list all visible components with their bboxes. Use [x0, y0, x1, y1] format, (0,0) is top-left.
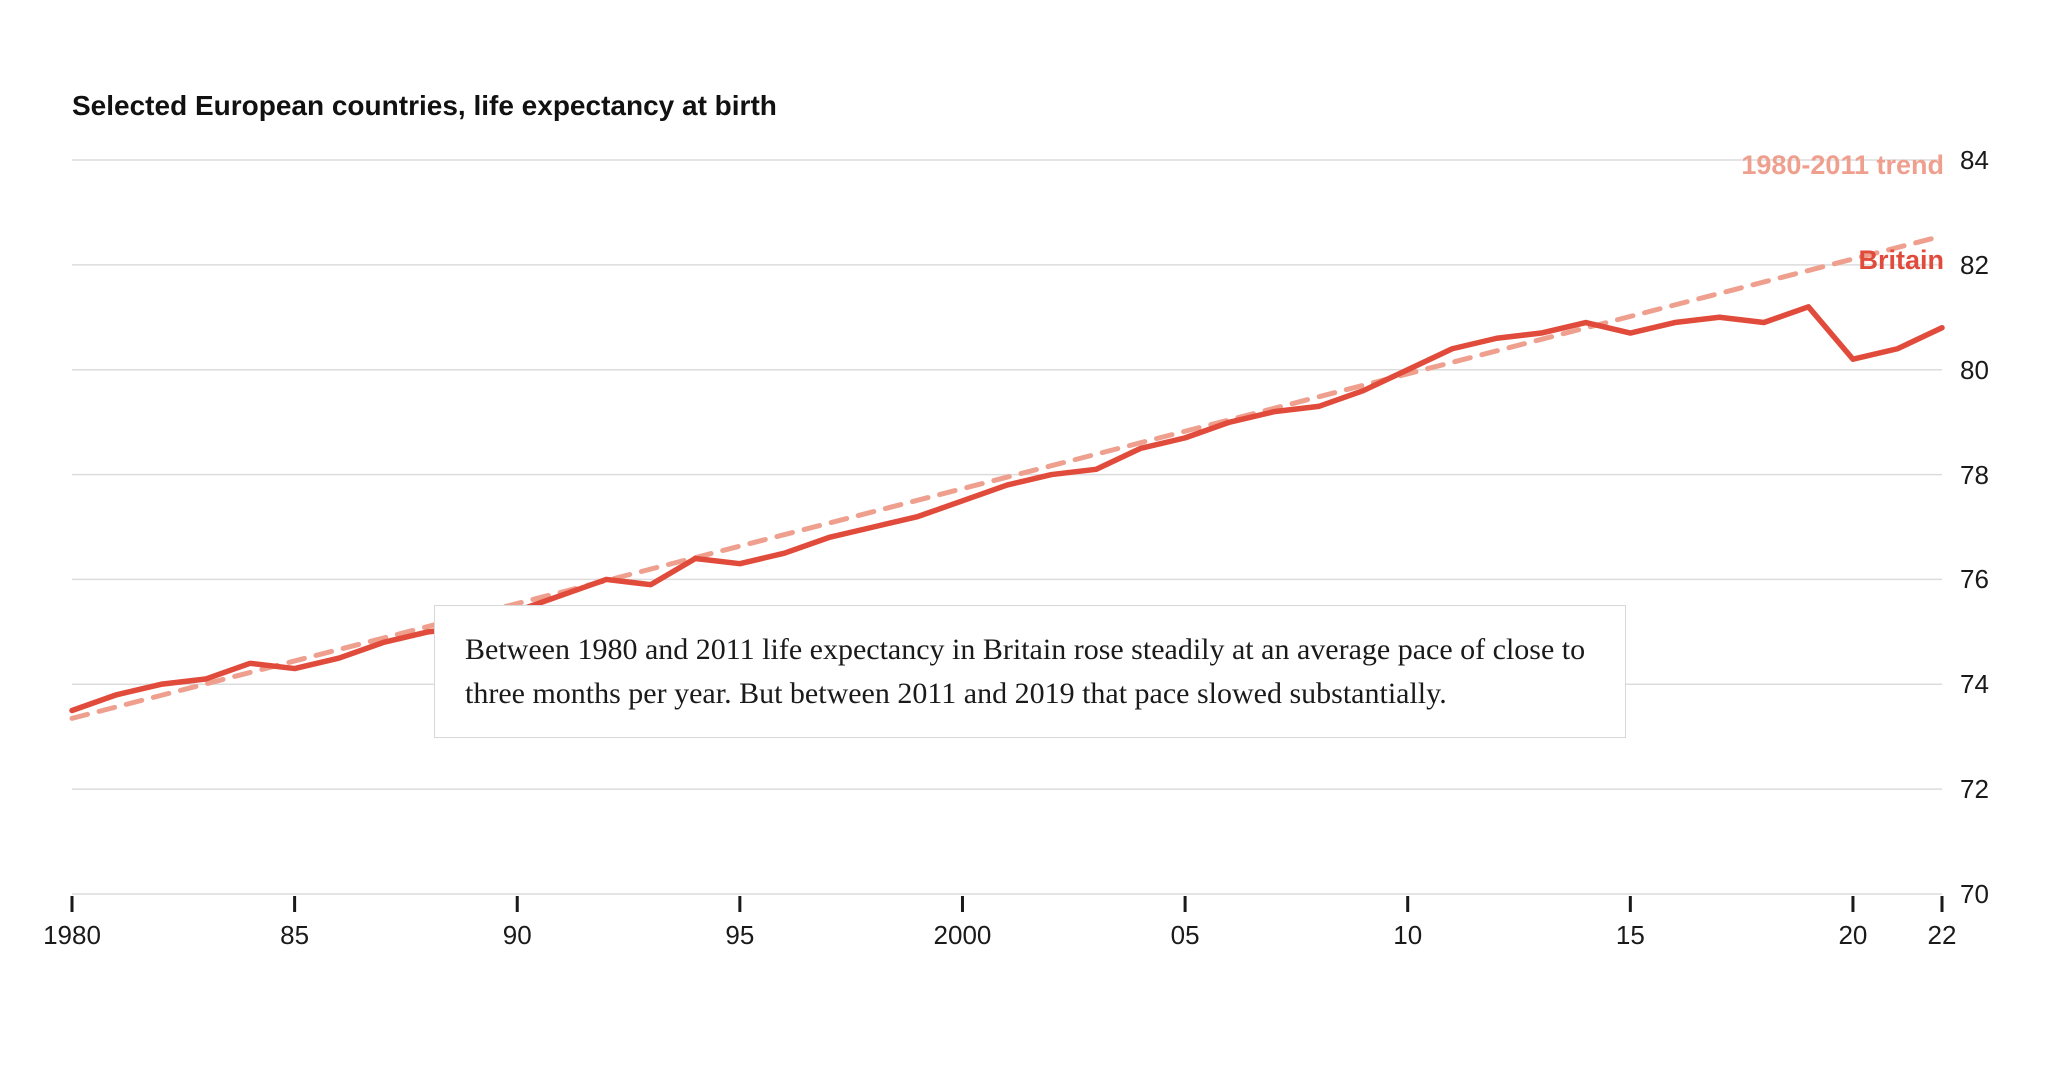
x-tick-label: 1980 [43, 920, 101, 951]
x-tick-label: 95 [725, 920, 754, 951]
x-tick-label: 90 [503, 920, 532, 951]
y-tick-label: 82 [1960, 250, 1989, 281]
x-tick-label: 22 [1928, 920, 1957, 951]
x-tick-label: 15 [1616, 920, 1645, 951]
britain-series-label: Britain [1858, 245, 1944, 276]
chart-title: Selected European countries, life expect… [72, 90, 777, 122]
y-tick-label: 70 [1960, 879, 1989, 910]
y-tick-label: 84 [1960, 145, 1989, 176]
plot-area [72, 160, 1942, 894]
y-tick-label: 80 [1960, 355, 1989, 386]
x-tick-label: 2000 [934, 920, 992, 951]
y-tick-label: 74 [1960, 669, 1989, 700]
y-tick-label: 76 [1960, 564, 1989, 595]
annotation-callout: Between 1980 and 2011 life expectancy in… [434, 605, 1626, 738]
chart-container: Selected European countries, life expect… [0, 0, 2048, 1066]
x-tick-label: 05 [1171, 920, 1200, 951]
y-tick-label: 72 [1960, 774, 1989, 805]
y-tick-label: 78 [1960, 460, 1989, 491]
chart-svg [72, 160, 1942, 934]
x-tick-label: 85 [280, 920, 309, 951]
trend-series-label: 1980-2011 trend [1741, 150, 1944, 181]
x-tick-label: 20 [1838, 920, 1867, 951]
x-tick-label: 10 [1393, 920, 1422, 951]
